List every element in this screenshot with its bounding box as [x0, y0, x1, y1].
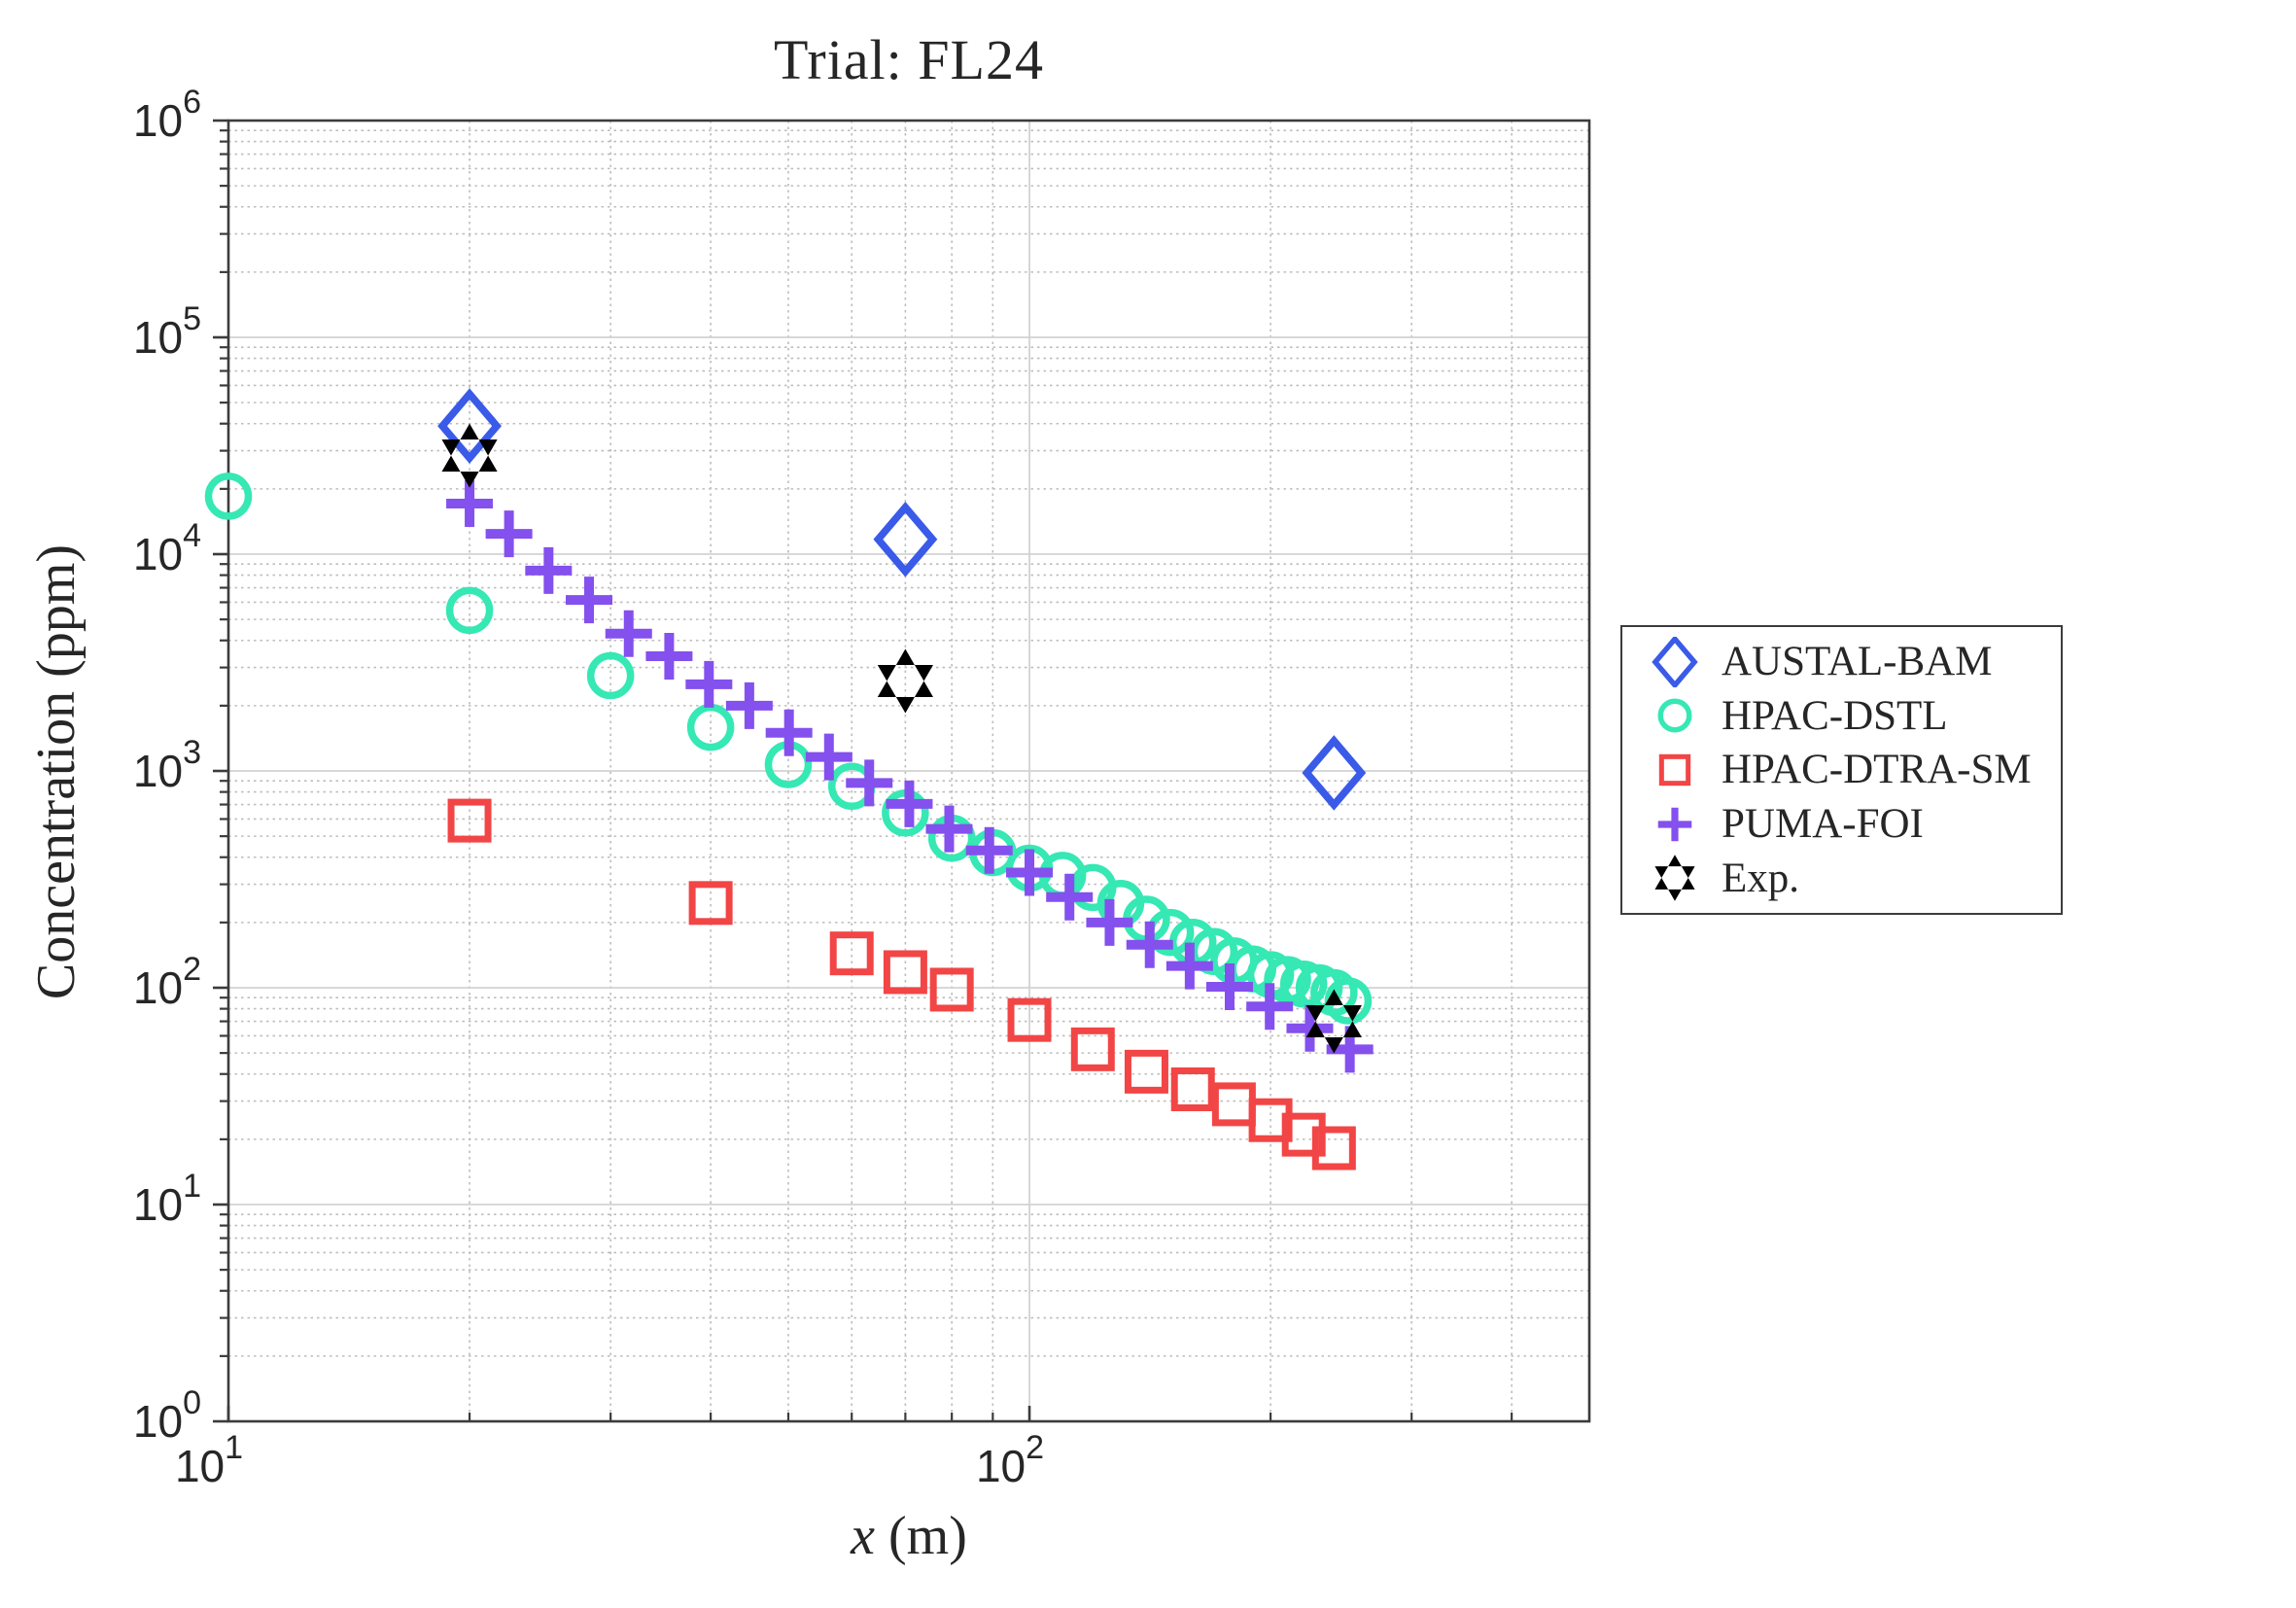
- series-austal-bam: [437, 388, 1367, 811]
- svg-text:106: 106: [133, 84, 201, 146]
- legend-label: HPAC-DSTL: [1722, 692, 1948, 739]
- svg-text:105: 105: [133, 300, 201, 363]
- legend-label: HPAC-DTRA-SM: [1722, 747, 2032, 793]
- legend-label: PUMA-FOI: [1722, 801, 1924, 848]
- legend-label: Exp.: [1722, 855, 1800, 901]
- svg-text:101: 101: [133, 1168, 201, 1230]
- legend-box: AUSTAL-BAM HPAC-DSTL HPAC-DTRA-SM PUMA-F…: [1620, 625, 2063, 915]
- star-marker-icon: [1628, 853, 1722, 903]
- circle-marker-icon: [1628, 690, 1722, 741]
- x-axis-variable: x: [851, 1506, 875, 1566]
- plus-marker-icon: [1628, 799, 1722, 850]
- diamond-marker-icon: [1628, 636, 1722, 687]
- svg-text:104: 104: [133, 517, 201, 579]
- y-axis-label: Concentration (ppm): [26, 543, 87, 1000]
- x-axis-unit: (m): [888, 1506, 967, 1566]
- svg-text:102: 102: [133, 951, 201, 1013]
- legend-item: HPAC-DTRA-SM: [1628, 745, 2055, 795]
- legend-item: HPAC-DSTL: [1628, 690, 2055, 741]
- legend-label: AUSTAL-BAM: [1722, 639, 1993, 685]
- series-exp-: [441, 423, 1362, 1054]
- svg-text:100: 100: [133, 1384, 201, 1447]
- legend-item: Exp.: [1628, 853, 2055, 903]
- legend-item: PUMA-FOI: [1628, 799, 2055, 850]
- svg-text:101: 101: [175, 1429, 243, 1491]
- svg-text:103: 103: [133, 734, 201, 796]
- chart-title: Trial: FL24: [774, 28, 1044, 91]
- series-hpac-dtra-sm: [447, 798, 1356, 1171]
- legend-item: AUSTAL-BAM: [1628, 636, 2055, 687]
- x-axis-label: x (m): [228, 1505, 1589, 1567]
- svg-text:102: 102: [976, 1429, 1044, 1491]
- series-puma-foi: [446, 480, 1374, 1073]
- square-marker-icon: [1628, 745, 1722, 795]
